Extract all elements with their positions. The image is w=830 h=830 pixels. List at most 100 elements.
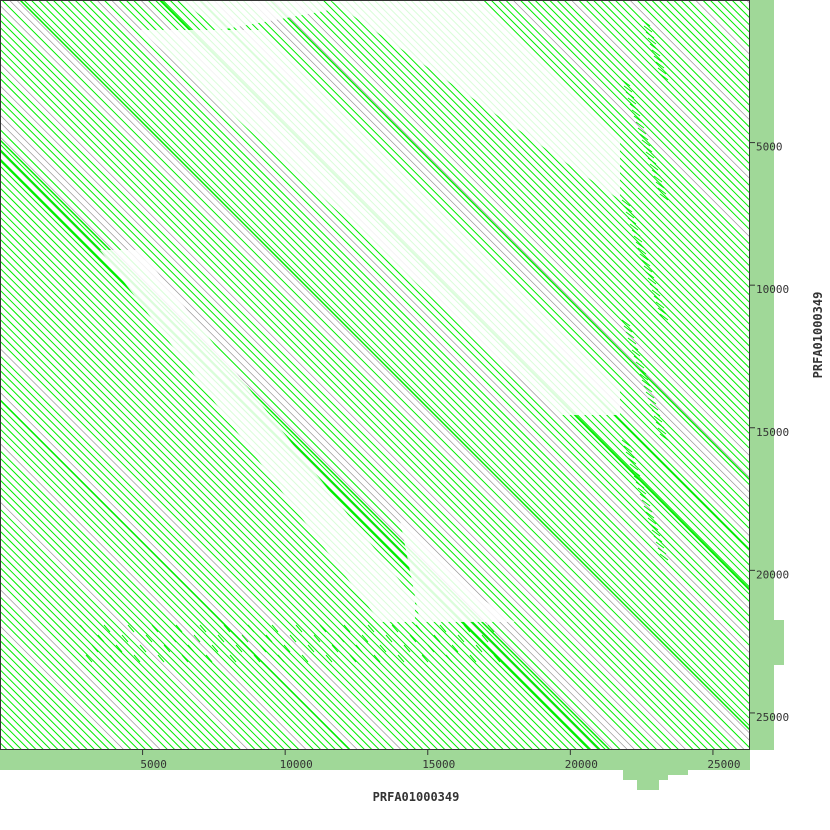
match-line [639,133,649,141]
match-line [415,624,423,633]
match-line [355,644,363,653]
match-line [0,348,402,750]
match-line [16,0,750,734]
match-line [633,115,643,123]
y-tick-label: 10000 [756,283,789,296]
match-line [621,79,631,87]
match-line [639,493,649,501]
match-line [97,634,105,643]
match-line [30,0,750,720]
match-line [625,451,635,459]
match-line [627,97,637,105]
match-line [0,472,278,750]
match-line [623,325,633,333]
match-line [0,413,337,750]
match-line [0,245,505,750]
match-line [647,397,657,405]
match-line [163,644,171,653]
x-axis: 5000 10000 15000 20000 25000 [140,750,740,771]
match-line [505,0,750,245]
match-line [0,238,512,750]
match-line [45,0,750,705]
match-line [0,632,118,750]
match-line [241,634,249,643]
match-line [373,654,381,663]
match-line [337,0,750,413]
match-line [571,0,750,179]
match-line [645,271,655,279]
match-line [0,48,702,750]
match-line [0,720,30,750]
match-line [493,654,501,663]
match-line [497,0,750,253]
match-line [607,0,750,143]
match-line [600,0,750,150]
match-line [211,644,219,653]
match-line [0,253,497,750]
match-line [38,0,750,712]
match-line [0,727,23,750]
match-line [643,265,653,273]
plot-background [0,0,750,750]
match-line [259,644,267,653]
match-line [651,289,661,297]
match-line [578,0,750,172]
match-line [629,103,639,111]
match-line [709,0,750,41]
match-line [635,481,645,489]
match-line [645,151,655,159]
match-line [0,596,154,750]
match-line [0,545,205,750]
match-line [0,41,709,750]
match-line [0,143,607,750]
gap-regions [100,0,620,622]
match-line [541,0,750,209]
match-line [614,0,750,136]
match-line [653,55,663,63]
match-line [0,640,110,750]
match-line [193,634,201,643]
match-line [633,355,643,363]
match-line [0,567,183,750]
match-line [627,217,637,225]
match-line [0,443,307,750]
match-line [647,517,657,525]
x-tick-label: 20000 [565,758,598,771]
match-line [96,0,750,654]
match-line [286,0,750,464]
match-line [0,479,271,750]
match-line [657,67,667,75]
match-line [635,241,645,249]
match-line [0,552,198,750]
y-tick-label: 25000 [756,711,789,724]
match-line [331,644,339,653]
match-line [0,85,665,750]
match-line [52,0,750,698]
match-line [585,0,750,165]
match-line [59,0,750,691]
match-line [651,529,661,537]
match-line [0,523,227,750]
match-line [643,145,653,153]
match-line [724,0,750,26]
match-line [487,624,495,633]
match-line [631,469,641,477]
match-line [0,63,687,750]
match-line [702,0,750,48]
match-line [0,267,483,750]
match-line [0,12,738,750]
match-line [647,37,657,45]
match-line [0,406,344,750]
match-line [657,187,667,195]
match-line [0,669,81,750]
match-line [556,0,750,194]
match-line [0,421,329,750]
match-line [643,25,653,33]
match-line [0,318,432,750]
match-line [651,0,750,99]
match-line [409,634,417,643]
match-line [623,445,633,453]
match-line [337,634,345,643]
match-line [0,56,694,750]
